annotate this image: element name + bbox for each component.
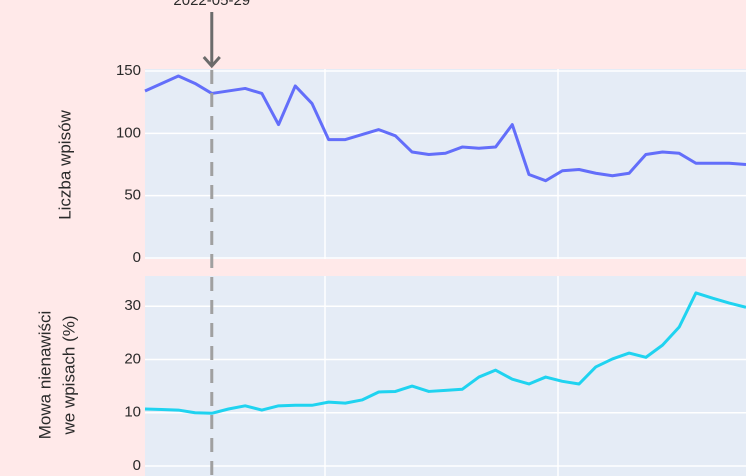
y-axis-title: Mowa nienawiści: [35, 311, 54, 440]
plot-area-bottom: [145, 276, 746, 476]
arrow-head: [202, 56, 221, 69]
annotation: 2022-05-29: [173, 0, 250, 9]
y-tick-label: 0: [133, 457, 141, 474]
y-tick-label: 10: [124, 404, 141, 421]
y-axis-title: we wpisach (%): [59, 315, 78, 435]
grids: [145, 70, 746, 467]
lines: [144, 70, 746, 476]
y-tick-label: 50: [124, 187, 141, 204]
y-tick-label: 150: [116, 62, 141, 79]
y-tick-label: 0: [133, 249, 141, 266]
y-tick-label: 20: [124, 350, 141, 367]
y-axis-title: Liczba wpisów: [55, 109, 74, 219]
data-line: [144, 291, 746, 415]
y-tick-label: 30: [124, 297, 141, 314]
plot-area-top: [145, 69, 746, 259]
y-tick-label: 100: [116, 124, 141, 141]
data-line: [144, 74, 746, 183]
